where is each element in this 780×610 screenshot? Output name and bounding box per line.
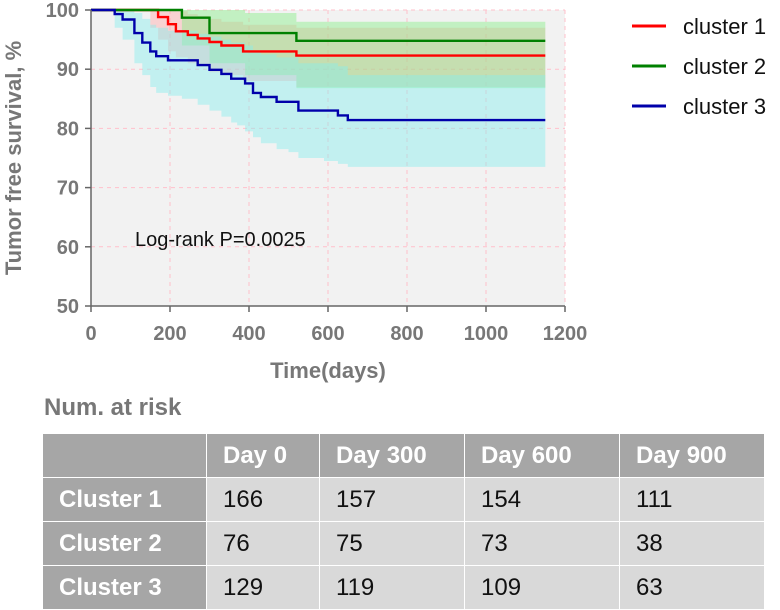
legend-label: cluster 3 <box>683 94 766 119</box>
y-tick-label: 50 <box>57 296 79 318</box>
x-tick-label: 800 <box>390 323 423 345</box>
risk-table-cell: 157 <box>319 477 465 522</box>
annotation-text: Log-rank P=0.0025 <box>135 229 306 251</box>
y-tick-label: 60 <box>57 237 79 259</box>
risk-table-cell: 75 <box>319 521 465 566</box>
x-tick-label: 1000 <box>464 323 509 345</box>
x-tick-label: 200 <box>153 323 186 345</box>
y-axis-label: Tumor free survival, % <box>1 41 26 275</box>
legend-label: cluster 1 <box>683 14 766 39</box>
legend: cluster 1 cluster 2 cluster 3 <box>632 14 766 119</box>
risk-table-col-header: Day 300 <box>319 433 465 478</box>
risk-table-cell: 63 <box>619 565 765 610</box>
survival-curves <box>91 8 546 122</box>
y-tick-label: 100 <box>46 0 79 22</box>
risk-table-cell: 76 <box>206 521 320 566</box>
x-tick-label: 1200 <box>543 323 588 345</box>
x-tick-label: 0 <box>85 323 96 345</box>
risk-table-row: Cluster 3 129 119 109 63 <box>42 565 765 610</box>
risk-table-cell: 109 <box>464 565 620 610</box>
survival-curve <box>91 8 546 122</box>
risk-table-cell: 129 <box>206 565 320 610</box>
risk-table-col-header: Day 900 <box>619 433 765 478</box>
risk-table-cell: 73 <box>464 521 620 566</box>
risk-table-row-label: Cluster 2 <box>42 521 207 566</box>
x-tick-label: 600 <box>311 323 344 345</box>
confidence-band <box>91 10 546 167</box>
risk-table-row: Cluster 1 166 157 154 111 <box>42 477 765 522</box>
risk-table-cell: 119 <box>319 565 465 610</box>
risk-table: Day 0 Day 300 Day 600 Day 900 Cluster 1 … <box>42 433 765 610</box>
risk-table-col-header: Day 0 <box>206 433 320 478</box>
risk-table-header-row: Day 0 Day 300 Day 600 Day 900 <box>42 433 765 478</box>
legend-label: cluster 2 <box>683 54 766 79</box>
risk-table-corner <box>42 433 207 478</box>
risk-table-cell: 38 <box>619 521 765 566</box>
risk-table-row: Cluster 2 76 75 73 38 <box>42 521 765 566</box>
confidence-band <box>91 10 546 87</box>
x-tick-label: 400 <box>232 323 265 345</box>
risk-table-row-label: Cluster 1 <box>42 477 207 522</box>
risk-table-col-header: Day 600 <box>464 433 620 478</box>
x-axis-label: Time(days) <box>270 358 386 383</box>
grid <box>91 9 566 306</box>
risk-table-cell: 154 <box>464 477 620 522</box>
survival-curve <box>91 8 546 57</box>
y-tick-label: 70 <box>57 178 79 200</box>
risk-table-cell: 111 <box>619 477 765 522</box>
risk-table-cell: 166 <box>206 477 320 522</box>
y-tick-label: 90 <box>57 59 79 81</box>
survival-curve <box>91 8 546 42</box>
risk-table-title: Num. at risk <box>44 394 182 421</box>
y-tick-label: 80 <box>57 118 79 140</box>
confidence-bands <box>91 10 546 167</box>
risk-table-row-label: Cluster 3 <box>42 565 207 610</box>
confidence-band <box>91 10 546 89</box>
